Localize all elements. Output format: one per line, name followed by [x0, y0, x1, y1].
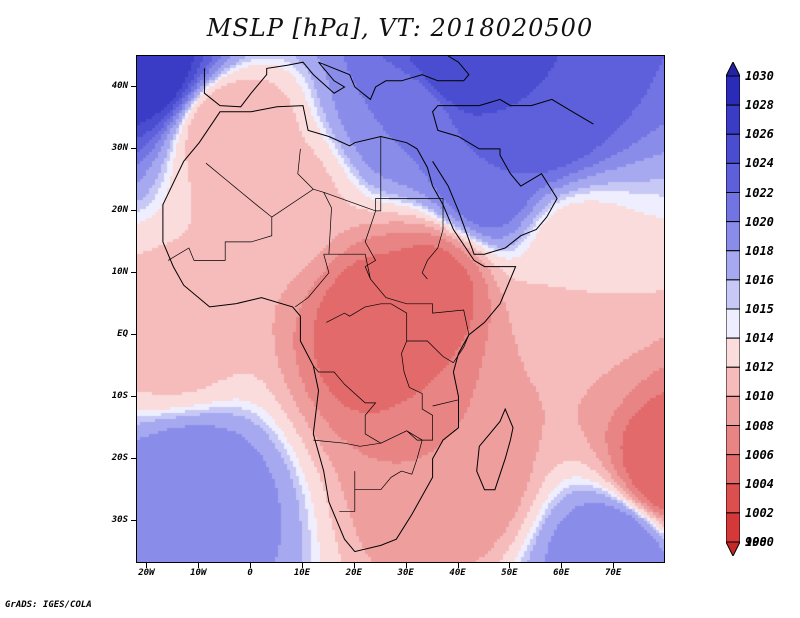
colorbar-label: 1020 — [745, 214, 774, 229]
lat-tick — [131, 395, 136, 397]
colorbar-swatch — [726, 512, 740, 543]
lon-tick-label: 70E — [604, 568, 622, 578]
colorbar-label: 1012 — [745, 360, 774, 375]
colorbar-swatch — [726, 483, 740, 514]
colorbar-swatch — [726, 104, 740, 135]
country-borders — [167, 136, 470, 512]
lon-tick-label: 0 — [247, 568, 253, 578]
africa-coastline — [162, 105, 517, 553]
lon-tick — [301, 563, 303, 568]
lon-tick — [353, 563, 355, 568]
europe-coastline — [203, 56, 470, 108]
colorbar-label: 1028 — [745, 98, 774, 113]
coastlines — [162, 56, 594, 553]
lon-tick — [405, 563, 407, 568]
colorbar-top-arrow — [726, 62, 740, 77]
colorbar-label: 1004 — [745, 476, 774, 491]
lat-tick-label: 40N — [111, 80, 128, 91]
lat-tick — [131, 519, 136, 521]
lat-tick-label: 30S — [111, 514, 128, 525]
colorbar-label: 1018 — [745, 243, 774, 258]
colorbar-swatch — [726, 250, 740, 281]
lon-tick-label: 20E — [345, 568, 362, 578]
lon-tick — [509, 563, 511, 568]
lat-tick — [131, 147, 136, 149]
madagascar-coastline — [476, 407, 514, 491]
colorbar-swatch — [726, 366, 740, 397]
colorbar-swatch — [726, 133, 740, 164]
lon-tick-label: 40E — [449, 568, 466, 578]
colorbar-label: 1014 — [745, 331, 774, 346]
colorbar-label: 998 — [745, 535, 767, 549]
lat-tick-label: 30N — [111, 142, 128, 153]
lon-tick — [146, 563, 148, 568]
colorbar-swatch — [726, 279, 740, 310]
lon-tick-label: 10E — [293, 568, 311, 578]
colorbar — [726, 62, 740, 556]
lat-tick-label: EQ — [117, 328, 128, 339]
colorbar-label: 1016 — [745, 272, 774, 287]
colorbar-label: 1026 — [745, 127, 774, 142]
colorbar-label: 1000 — [745, 535, 774, 549]
lon-tick-label: 30E — [397, 568, 414, 578]
lon-tick — [613, 563, 615, 568]
lat-tick-label: 10N — [111, 266, 128, 277]
lat-tick-label: 20S — [111, 452, 128, 463]
colorbar-label: 1015 — [745, 302, 774, 316]
map-panel — [136, 55, 665, 563]
colorbar-swatch — [726, 75, 740, 106]
colorbar-label: 1022 — [745, 185, 774, 200]
colorbar-swatch — [726, 337, 740, 368]
colorbar-swatch — [726, 454, 740, 485]
colorbar-label: 1008 — [745, 418, 774, 433]
colorbar-bottom-arrow — [726, 541, 740, 556]
colorbar-swatch — [726, 221, 740, 252]
colorbar-label: 1010 — [745, 389, 774, 404]
colorbar-label: 1006 — [745, 447, 774, 462]
lon-tick — [457, 563, 459, 568]
colorbar-swatch — [726, 308, 740, 339]
colorbar-swatch — [726, 395, 740, 426]
lat-tick — [131, 333, 136, 335]
lon-tick-label: 20W — [138, 568, 155, 578]
colorbar-swatch — [726, 162, 740, 193]
lon-tick-label: 10W — [190, 568, 207, 578]
colorbar-label: 1024 — [745, 156, 774, 171]
lat-tick — [131, 209, 136, 211]
lat-tick — [131, 85, 136, 87]
colorbar-swatch — [726, 192, 740, 223]
lon-tick — [250, 563, 252, 568]
lat-tick-label: 10S — [111, 390, 128, 401]
colorbar-label: 1002 — [745, 505, 774, 520]
lat-tick — [131, 457, 136, 459]
lat-tick — [131, 271, 136, 273]
colorbar-swatch — [726, 425, 740, 456]
lon-tick — [198, 563, 200, 568]
lat-tick-label: 20N — [111, 204, 128, 215]
arabia-coastline — [432, 98, 594, 255]
lon-tick-label: 60E — [553, 568, 570, 578]
footer-credit: GrADS: IGES/COLA — [5, 600, 92, 610]
chart-title: MSLP [hPa], VT: 2018020500 — [206, 14, 594, 42]
lon-tick-label: 50E — [501, 568, 518, 578]
colorbar-label: 1030 — [745, 69, 774, 83]
lon-tick — [561, 563, 563, 568]
